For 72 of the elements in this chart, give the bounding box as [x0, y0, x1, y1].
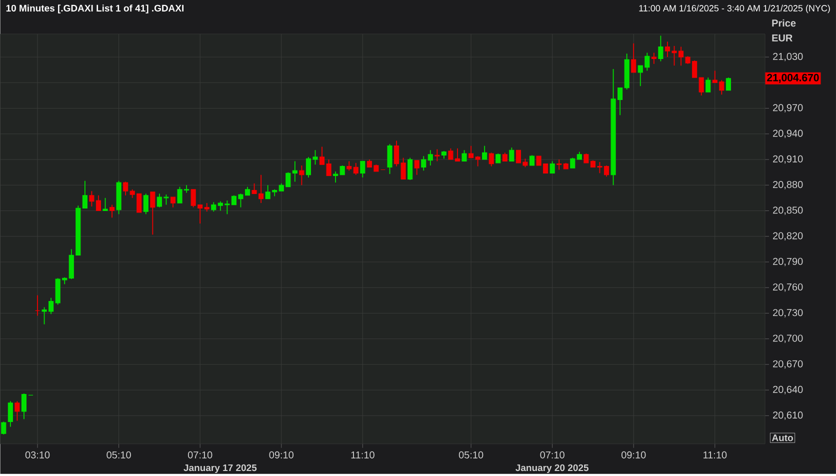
candlestick — [340, 164, 345, 176]
y-tick-label: 21,030 — [773, 52, 803, 62]
candlestick — [123, 181, 128, 196]
text: January 20 2025 — [516, 464, 588, 473]
candlestick — [482, 145, 488, 160]
candlestick — [462, 150, 467, 162]
y-tick-label: 20,640 — [773, 386, 803, 394]
candlestick — [509, 146, 514, 162]
candlestick — [414, 160, 420, 176]
text: January 17 2025 — [184, 464, 257, 473]
candlestick — [570, 157, 576, 168]
x-tick-label: 05:10 — [106, 451, 131, 458]
x-tick-label: 05:10 — [458, 451, 484, 458]
candlestick — [475, 155, 480, 167]
candlestick — [428, 150, 433, 166]
candlestick — [102, 197, 108, 212]
candlestick — [631, 42, 636, 73]
y-tick-label: 20,700 — [773, 334, 803, 343]
x-tick-label: 11:10 — [351, 451, 374, 458]
candlestick — [82, 180, 88, 208]
candlestick — [292, 160, 298, 182]
candlestick — [550, 160, 555, 174]
x-tick-label: 09:10 — [621, 451, 646, 458]
candlestick — [421, 155, 426, 171]
candlestick — [468, 145, 474, 158]
candlestick — [14, 400, 20, 422]
candlestick — [488, 152, 494, 167]
candlestick — [496, 152, 501, 164]
x-tick-label: 03:10 — [25, 451, 50, 458]
y-tick-label: 20,820 — [773, 232, 803, 240]
y-tick-label: 20,910 — [773, 155, 803, 164]
y-tick-label: 20,940 — [773, 130, 803, 138]
y-tick-label: 20,880 — [773, 180, 803, 190]
x-tick-label: 07:10 — [188, 451, 212, 458]
candlestick — [658, 35, 664, 62]
candlestick — [698, 76, 704, 96]
candlestick — [109, 204, 115, 218]
y-axis-title: Price — [772, 19, 796, 26]
candlestick — [651, 52, 656, 64]
text: EUR — [772, 34, 792, 42]
y-tick-label: 20,610 — [773, 411, 803, 420]
candlestick — [21, 392, 27, 420]
y-tick-label: 20,730 — [773, 308, 803, 318]
x-tick-label: 11:10 — [704, 451, 727, 458]
candlestick — [346, 160, 352, 171]
candlestick — [150, 191, 156, 235]
text: 21,004.670 — [767, 74, 819, 83]
y-tick-label: 20,760 — [773, 283, 803, 292]
candlestick — [143, 193, 148, 214]
candlestick — [8, 400, 13, 428]
candlestick — [408, 157, 413, 180]
y-tick-label: 20,670 — [773, 360, 803, 368]
candlestick — [1, 421, 6, 435]
candlestick — [556, 158, 562, 170]
text: Auto — [772, 434, 793, 442]
y-tick-label: 20,970 — [773, 104, 803, 112]
candlestick — [706, 76, 711, 92]
y-tick-label: 20,850 — [773, 206, 803, 215]
candlestick — [387, 144, 392, 174]
y-tick-label: 20,790 — [773, 258, 803, 266]
candlestick — [529, 154, 535, 166]
candlestick — [299, 164, 304, 186]
candlestick — [211, 202, 216, 212]
chart-subtitle: 11:00 AM 1/16/2025 - 3:40 AM 1/21/2025 (NYC) — [639, 4, 830, 14]
candlestick — [434, 148, 440, 162]
x-tick-label: 07:10 — [540, 451, 564, 458]
candlestick — [333, 170, 338, 183]
x-tick-label: 09:10 — [269, 451, 294, 458]
candlestick — [353, 162, 358, 176]
candlestick — [360, 160, 366, 178]
chart-title: 10 Minutes [.GDAXI List 1 of 41] .GDAXI — [6, 4, 184, 14]
candlestick — [726, 76, 731, 91]
